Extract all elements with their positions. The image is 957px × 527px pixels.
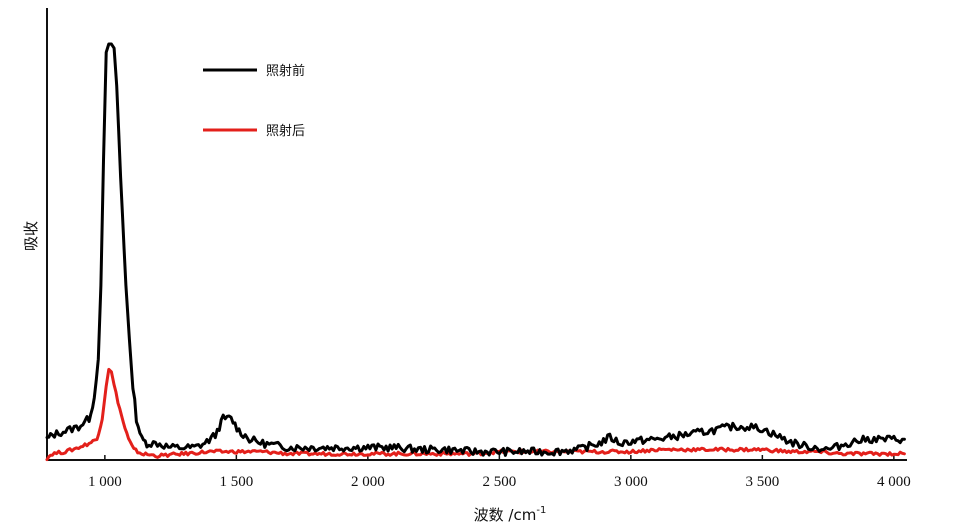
x-tick-label: 3 500 xyxy=(745,474,779,490)
y-axis-title: 吸收 xyxy=(22,221,40,251)
legend-label: 照射后 xyxy=(266,123,305,139)
x-tick-label: 2 500 xyxy=(482,474,516,490)
x-tick-label: 1 500 xyxy=(219,474,253,490)
x-ticks: 1 000 1 500 2 000 2 500 3 000 3 500 4 000 xyxy=(88,455,911,490)
x-tick-label: 2 000 xyxy=(351,474,385,490)
axes xyxy=(46,8,907,461)
x-axis-title-main: 波数 /cm xyxy=(474,506,537,524)
x-tick-label: 3 000 xyxy=(614,474,648,490)
x-tick-label: 1 000 xyxy=(88,474,122,490)
x-axis-title: 波数 /cm-1 xyxy=(474,505,547,524)
x-tick-label: 4 000 xyxy=(877,474,911,490)
legend-label: 照射前 xyxy=(266,63,305,79)
series-lines xyxy=(45,42,906,462)
series-line-before-irradiation xyxy=(45,42,906,457)
axis-titles: 吸收 波数 /cm-1 xyxy=(22,221,546,524)
x-axis-title-superscript: -1 xyxy=(536,505,546,516)
